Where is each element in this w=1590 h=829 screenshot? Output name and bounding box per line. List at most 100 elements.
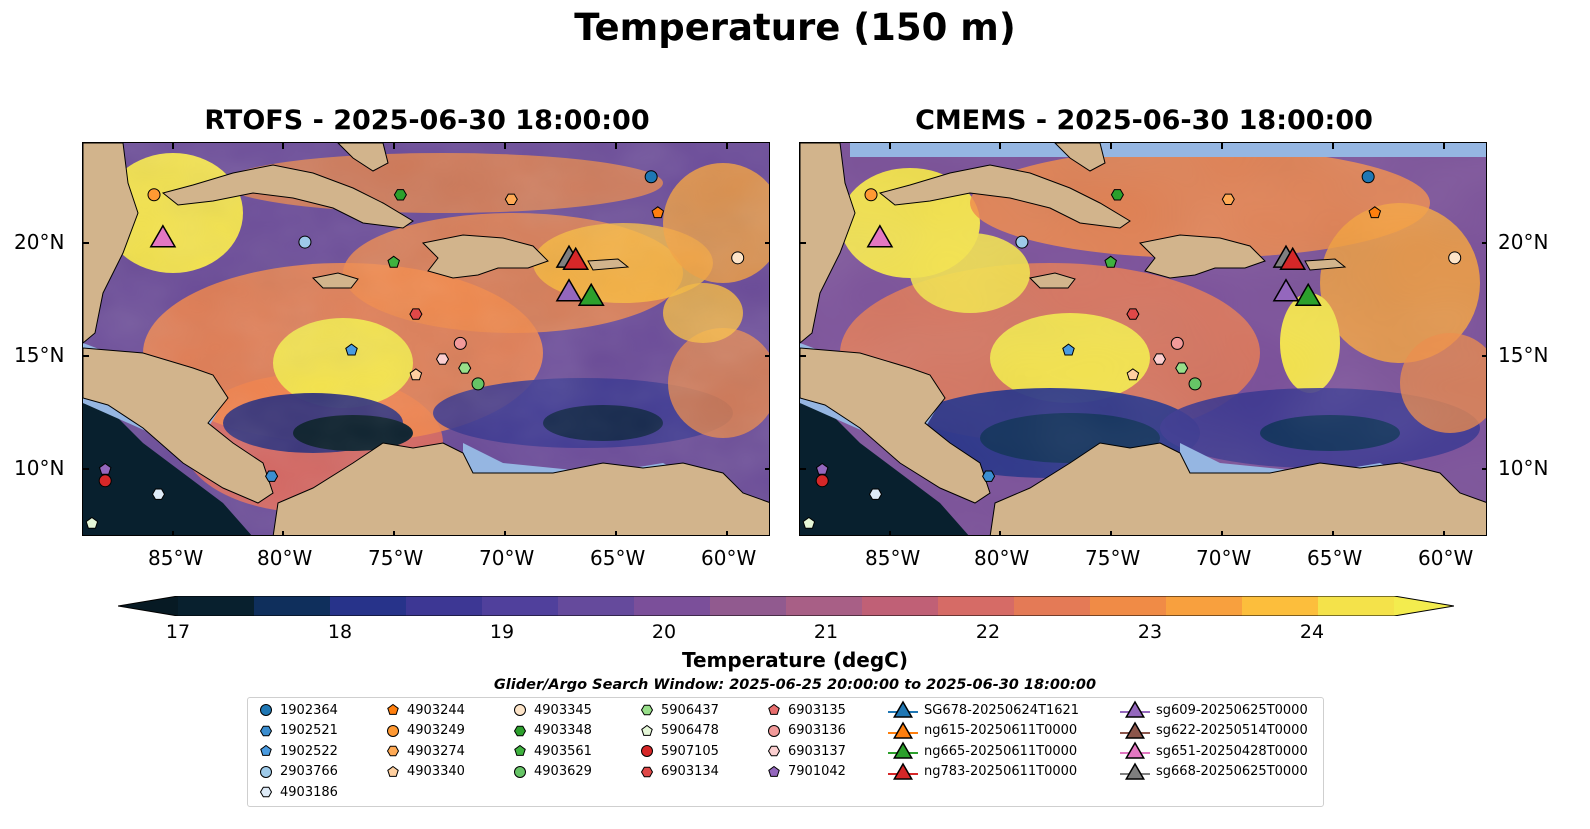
argo-float-4903186[interactable]: [868, 488, 883, 500]
argo-float-5906478[interactable]: [802, 516, 816, 529]
float-pentagon-icon: [260, 744, 272, 756]
main-title: Temperature (150 m): [574, 6, 1016, 49]
argo-float-4903629[interactable]: [471, 377, 485, 391]
colorbar-tick-label: 18: [327, 621, 353, 643]
argo-float-4903186[interactable]: [151, 488, 166, 500]
land-hispaniola: [1138, 234, 1266, 279]
argo-float-6903137[interactable]: [435, 353, 450, 365]
legend-entry: 4903561: [512, 741, 592, 761]
argo-float-4903244[interactable]: [1368, 206, 1382, 219]
glider-ng665-20250611T0000[interactable]: [1294, 282, 1322, 307]
argo-float-1902521[interactable]: [982, 470, 996, 482]
argo-float-4903274[interactable]: [504, 193, 518, 205]
colorbar-segment: [1242, 596, 1319, 616]
argo-float-4903629[interactable]: [1188, 377, 1202, 391]
legend-label: 4903348: [534, 723, 592, 738]
float-hexagon-icon: [259, 725, 273, 736]
legend-entry: 4903249: [385, 721, 465, 741]
argo-float-2903766[interactable]: [1015, 235, 1029, 249]
float-pentagon-icon: [641, 724, 653, 736]
argo-float-4903348[interactable]: [1110, 189, 1124, 201]
argo-float-4903244[interactable]: [651, 206, 665, 219]
map-rtofs-canvas: [83, 143, 769, 535]
argo-float-4903274[interactable]: [1221, 193, 1235, 205]
argo-float-1902522[interactable]: [1062, 343, 1075, 356]
colorbar: [118, 596, 1454, 616]
argo-float-4903249[interactable]: [864, 188, 878, 202]
argo-float-5907105[interactable]: [98, 474, 112, 488]
map-panel-rtofs[interactable]: [82, 142, 770, 536]
argo-float-5907105[interactable]: [815, 474, 829, 488]
colorbar-extend-low: [118, 596, 178, 616]
argo-float-6903137[interactable]: [1152, 353, 1167, 365]
glider-triangle-icon: [1120, 721, 1150, 739]
glider-ng783-20250611T0000[interactable]: [562, 246, 590, 271]
argo-float-6903136[interactable]: [453, 336, 467, 350]
legend-entry: ng615-20250611T0000: [888, 721, 1077, 741]
colorbar-title: Temperature (degC): [682, 648, 908, 672]
markers-cmems: [802, 170, 1462, 529]
float-pentagon-icon: [768, 765, 780, 777]
map-cmems-canvas: [800, 143, 1486, 535]
legend-label: 4903186: [280, 784, 338, 800]
argo-float-6903134[interactable]: [409, 308, 423, 320]
float-pentagon-icon: [387, 765, 399, 777]
legend-entry: 4903345: [512, 700, 592, 720]
map-ticks: [83, 143, 769, 535]
argo-float-4903249[interactable]: [147, 188, 161, 202]
argo-float-4903561[interactable]: [1104, 255, 1117, 268]
lon-label: 70°W: [1196, 546, 1252, 570]
legend-entry: 6903136: [766, 721, 846, 741]
glider-triangle-icon: [888, 700, 918, 718]
legend-label: sg668-20250625T0000: [1156, 764, 1308, 779]
argo-float-6903134[interactable]: [1126, 308, 1140, 320]
argo-float-1902364[interactable]: [644, 170, 658, 184]
argo-float-4903345[interactable]: [1448, 251, 1462, 265]
colorbar-tick-label: 24: [1299, 621, 1325, 643]
glider-sg651-20250428T0000[interactable]: [149, 224, 177, 248]
argo-float-5906478[interactable]: [85, 516, 99, 529]
legend-label: 4903561: [534, 743, 592, 759]
land-cuba: [878, 164, 1131, 229]
legend-entry: 4903186: [258, 782, 338, 802]
float-pentagon-icon: [768, 703, 780, 715]
argo-float-5906437[interactable]: [458, 362, 472, 374]
glider-sg609-20250625T0000[interactable]: [555, 278, 583, 302]
float-circle-icon: [768, 724, 780, 737]
legend: 1902364 1902521 1902522 2903766 4903186 49032…: [247, 697, 1324, 807]
legend-entry: 7901042: [766, 762, 846, 782]
colorbar-tick-label: 17: [165, 621, 191, 643]
argo-float-1902364[interactable]: [1361, 170, 1375, 184]
glider-triangle-icon: [888, 721, 918, 739]
legend-entry: 5906478: [639, 721, 719, 741]
colorbar-segment: [330, 596, 407, 616]
glider-triangle-icon: [888, 762, 918, 780]
colorbar-tick-label: 23: [1137, 621, 1163, 643]
float-circle-icon: [641, 745, 653, 757]
map-panel-cmems[interactable]: [799, 142, 1487, 536]
argo-float-1902522[interactable]: [345, 343, 358, 356]
colorbar-segment: [1166, 596, 1243, 616]
argo-float-2903766[interactable]: [298, 235, 312, 249]
legend-entry: 4903340: [385, 762, 465, 782]
argo-float-4903348[interactable]: [393, 189, 407, 201]
argo-float-4903561[interactable]: [387, 255, 400, 268]
glider-ng665-20250611T0000[interactable]: [577, 282, 605, 307]
glider-ng783-20250611T0000[interactable]: [1279, 246, 1307, 271]
pacific-ocean: [83, 403, 252, 535]
colorbar-segment: [558, 596, 635, 616]
argo-float-5906437[interactable]: [1175, 362, 1189, 374]
argo-float-1902521[interactable]: [265, 470, 279, 482]
argo-float-4903345[interactable]: [731, 251, 745, 265]
glider-sg609-20250625T0000[interactable]: [1272, 278, 1300, 302]
land-puerto-rico: [587, 258, 630, 271]
legend-label: ng783-20250611T0000: [924, 764, 1078, 779]
argo-float-4903340[interactable]: [1126, 368, 1140, 381]
argo-float-6903136[interactable]: [1170, 336, 1184, 350]
argo-float-4903340[interactable]: [409, 368, 423, 381]
legend-entry: 4903244: [385, 700, 465, 720]
legend-label: 4903345: [534, 702, 592, 718]
float-pentagon-icon: [514, 744, 526, 756]
glider-sg651-20250428T0000[interactable]: [866, 224, 894, 248]
land-yucatan: [83, 143, 139, 344]
